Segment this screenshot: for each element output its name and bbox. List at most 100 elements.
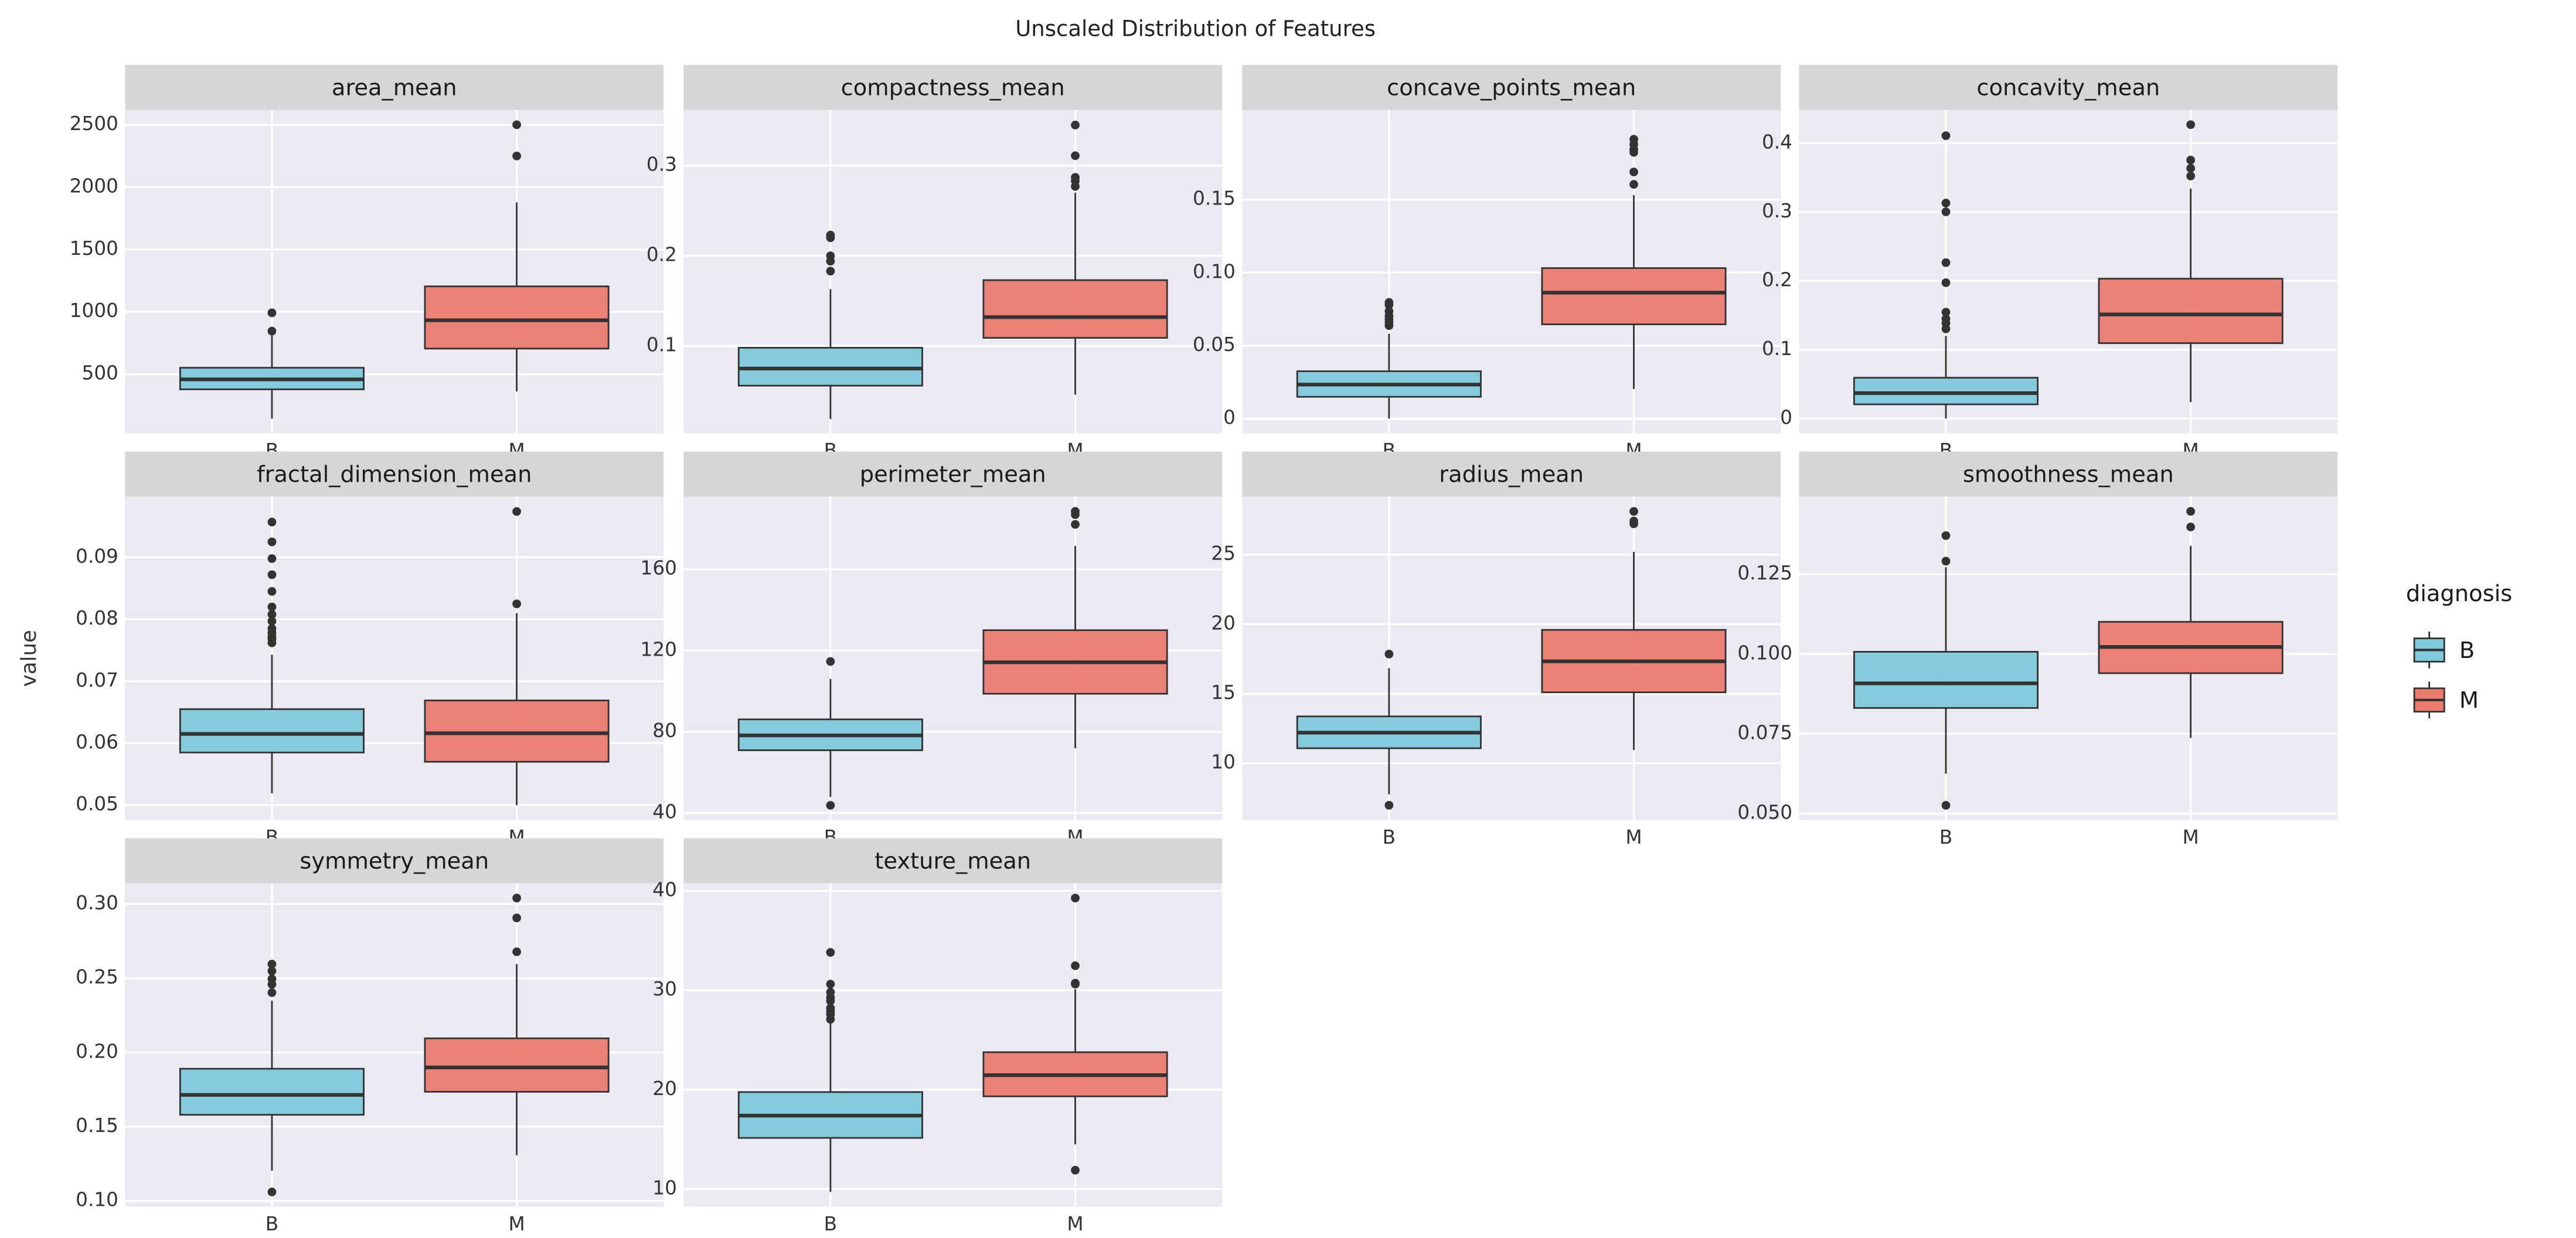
outlier: [267, 602, 277, 612]
y-tick-label: 1500: [70, 237, 118, 260]
outlier: [1384, 298, 1394, 307]
legend-label: B: [2459, 637, 2475, 664]
outlier: [1941, 314, 1951, 323]
facet-title: radius_mean: [1439, 462, 1584, 488]
outlier: [826, 251, 835, 260]
y-tick-label: 120: [641, 638, 677, 660]
outlier: [267, 308, 277, 318]
outlier: [267, 974, 277, 984]
strip: [683, 838, 1223, 884]
y-tick-label: 160: [641, 557, 677, 579]
y-tick-label: 20: [652, 1077, 677, 1100]
y-tick-label: 20: [1211, 612, 1236, 634]
y-tick-label: 1000: [70, 299, 118, 322]
legend-title: diagnosis: [2406, 581, 2512, 607]
facet-title: compactness_mean: [841, 75, 1065, 101]
facet-title: fractal_dimension_mean: [257, 462, 532, 488]
outlier: [267, 960, 277, 968]
outlier: [512, 120, 521, 129]
box: [424, 700, 610, 763]
outlier: [2186, 120, 2196, 129]
y-tick-label: 0.06: [76, 731, 118, 753]
y-tick-label: 40: [652, 801, 677, 823]
outlier: [267, 587, 277, 596]
outlier: [2186, 523, 2196, 531]
outlier: [1629, 180, 1638, 189]
outlier: [826, 980, 835, 989]
outlier: [826, 230, 835, 240]
outlier: [267, 967, 277, 976]
outlier: [826, 1004, 835, 1012]
outlier: [512, 893, 521, 903]
y-tick-label: 500: [82, 362, 118, 384]
outlier: [1071, 151, 1080, 161]
y-tick-label: 0.3: [1762, 200, 1792, 222]
y-tick-label: 2000: [70, 175, 118, 197]
outlier: [1071, 520, 1080, 529]
outlier: [267, 988, 277, 997]
outlier: [267, 554, 277, 563]
outlier: [826, 801, 835, 810]
x-tick-label: M: [1625, 826, 1642, 848]
facet-title: texture_mean: [874, 848, 1031, 875]
y-tick-label: 2500: [70, 112, 118, 135]
box: [2098, 278, 2284, 345]
outlier: [267, 570, 277, 579]
strip: [125, 451, 664, 497]
outlier: [1071, 121, 1080, 129]
y-tick-label: 0: [1780, 407, 1792, 429]
outlier: [1941, 258, 1951, 267]
y-tick-label: 0.05: [1193, 333, 1236, 356]
outlier: [1629, 516, 1638, 526]
y-tick-label: 0.2: [1762, 268, 1792, 291]
y-tick-label: 40: [652, 879, 677, 901]
y-tick-label: 0.075: [1737, 721, 1792, 744]
strip: [1799, 451, 2338, 497]
outlier: [512, 151, 521, 161]
outlier: [1071, 1165, 1080, 1175]
box: [1853, 377, 2039, 405]
box: [179, 708, 365, 753]
outlier: [1071, 173, 1080, 182]
outlier: [1629, 168, 1638, 176]
y-tick-label: 0.4: [1762, 131, 1792, 153]
facet-title: symmetry_mean: [300, 848, 489, 875]
strip: [1799, 64, 2338, 110]
strip: [683, 64, 1223, 110]
y-tick-label: 0.05: [76, 793, 118, 815]
y-tick-label: 10: [1211, 751, 1236, 773]
legend-label: M: [2459, 687, 2479, 714]
outlier: [1629, 135, 1638, 144]
outlier: [1071, 978, 1080, 988]
outlier: [1941, 801, 1951, 810]
x-tick-label: M: [508, 1213, 525, 1235]
panel: [125, 496, 664, 820]
box: [424, 1037, 610, 1093]
y-tick-label: 0.1: [646, 333, 677, 356]
outlier: [2186, 507, 2196, 516]
strip: [1242, 451, 1781, 497]
y-tick-label: 0.08: [76, 607, 118, 629]
strip: [125, 64, 664, 110]
panel: [683, 883, 1223, 1207]
outlier: [1941, 308, 1951, 317]
x-tick-label: B: [824, 1213, 837, 1235]
y-tick-label: 0.15: [76, 1114, 118, 1137]
strip: [125, 838, 664, 884]
y-tick-label: 0.30: [76, 892, 118, 914]
outlier: [1629, 507, 1638, 516]
outlier: [1384, 649, 1394, 659]
box: [179, 1068, 365, 1116]
facet-title: perimeter_mean: [860, 462, 1046, 488]
facet-title: concave_points_mean: [1387, 75, 1636, 101]
strip: [1242, 64, 1781, 110]
outlier: [1941, 199, 1951, 207]
y-tick-label: 15: [1211, 681, 1236, 704]
x-tick-label: B: [1383, 826, 1396, 848]
outlier: [2186, 155, 2196, 165]
facet-title: concavity_mean: [1976, 75, 2160, 101]
y-tick-label: 0: [1223, 407, 1236, 429]
outlier: [267, 1188, 277, 1196]
y-tick-label: 30: [652, 978, 677, 1000]
facet-title: area_mean: [332, 75, 457, 101]
